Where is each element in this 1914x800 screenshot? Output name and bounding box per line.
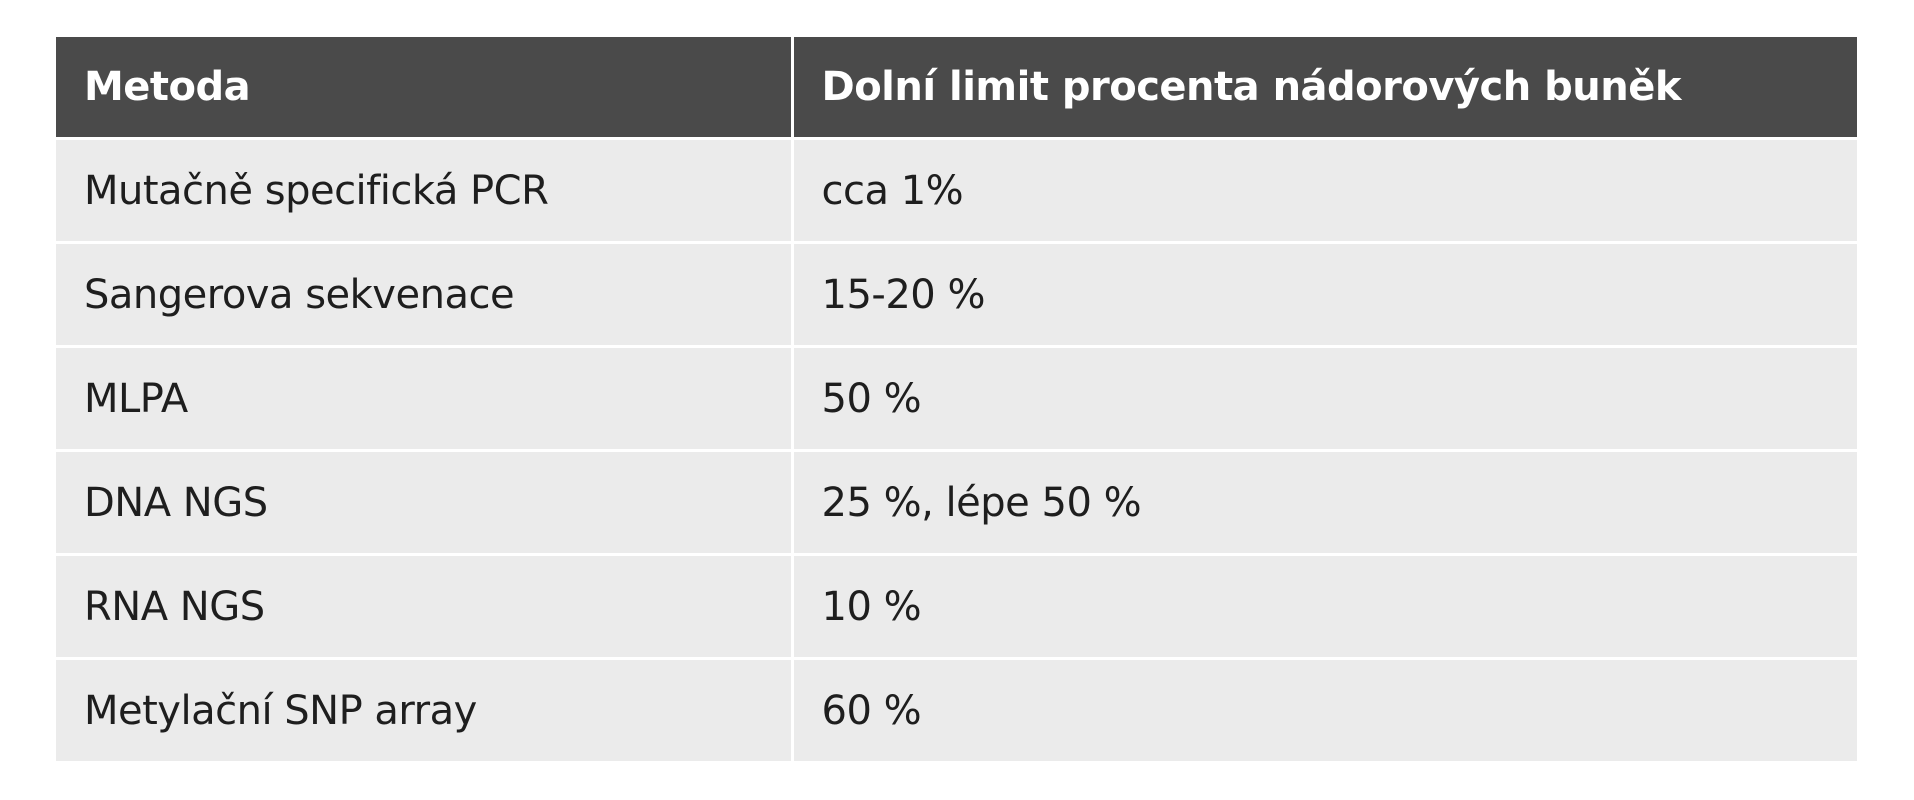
header-cell: Metoda — [56, 37, 794, 140]
table-row: DNA NGS 25 %, lépe 50 % — [56, 449, 1857, 556]
table-cell: DNA NGS — [56, 449, 794, 556]
table-cell: 15-20 % — [790, 241, 1857, 348]
table-row: Mutačně specifická PCR cca 1% — [56, 138, 1857, 244]
table-row: MLPA 50 % — [56, 345, 1857, 452]
header-row: Metoda Dolní limit procenta nádorových bu… — [56, 37, 1857, 140]
table-cell: RNA NGS — [56, 553, 794, 660]
table-cell: 50 % — [790, 345, 1857, 452]
table-cell: Sangerova sekvenace — [56, 241, 794, 348]
data-table: Metoda Dolní limit procenta nádorových bu… — [56, 37, 1857, 764]
table-cell: Metylační SNP array — [56, 657, 794, 764]
header-cell: Dolní limit procenta nádorových buněk — [790, 37, 1857, 140]
table-row: RNA NGS 10 % — [56, 553, 1857, 660]
table-cell: Mutačně specifická PCR — [56, 138, 794, 244]
table-cell: MLPA — [56, 345, 794, 452]
table-row: Metylační SNP array 60 % — [56, 657, 1857, 764]
table-cell: 25 %, lépe 50 % — [790, 449, 1857, 556]
table-cell: cca 1% — [790, 138, 1857, 244]
table-row: Sangerova sekvenace 15-20 % — [56, 241, 1857, 348]
table-cell: 10 % — [790, 553, 1857, 660]
table-cell: 60 % — [790, 657, 1857, 764]
